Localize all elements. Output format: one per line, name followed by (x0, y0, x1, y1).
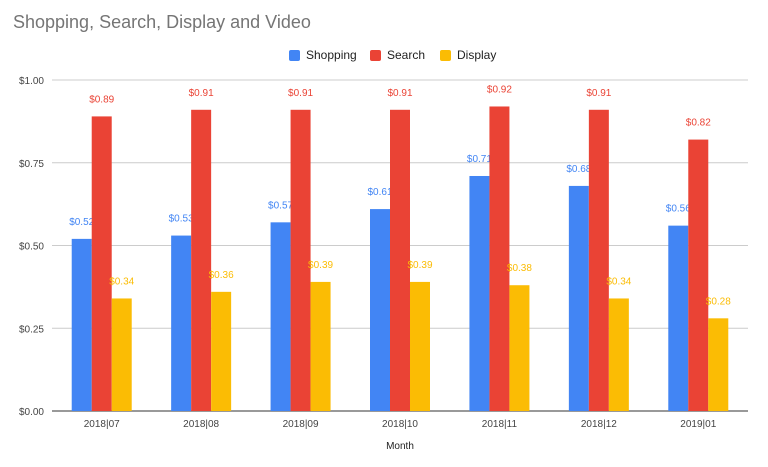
legend-swatch-display (440, 49, 451, 61)
x-axis-title: Month (386, 441, 414, 452)
bar-display (608, 298, 629, 411)
bar-shopping (568, 185, 589, 411)
bar-search (191, 109, 212, 411)
bar-shopping (71, 238, 92, 411)
bar-display (310, 281, 331, 411)
bar-display (211, 291, 232, 411)
bar-shopping (469, 175, 490, 411)
legend-label-search: Search (387, 48, 426, 62)
legend-swatch-shopping (289, 49, 300, 61)
legend-swatch-search (370, 49, 381, 61)
data-label-display: $0.39 (308, 260, 333, 271)
y-tick-label: $0.25 (19, 324, 44, 335)
data-label-display: $0.36 (209, 270, 234, 281)
data-label-display: $0.38 (507, 263, 532, 274)
data-label-search: $0.91 (189, 88, 214, 99)
data-label-display: $0.28 (706, 296, 731, 307)
data-label-search: $0.82 (686, 118, 711, 129)
data-label-shopping: $0.71 (467, 154, 492, 165)
x-tick-label: 2018|08 (183, 419, 219, 430)
legend-item-shopping[interactable]: Shopping (289, 46, 357, 64)
bar-display (410, 281, 430, 411)
bar-display (708, 318, 729, 411)
x-tick-label: 2019|01 (680, 419, 716, 430)
x-tick-label: 2018|09 (283, 419, 319, 430)
x-tick-label: 2018|10 (382, 419, 418, 430)
bar-shopping (370, 209, 390, 411)
data-label-display: $0.34 (606, 276, 631, 287)
bar-display (509, 285, 530, 411)
x-tick-label: 2018|11 (482, 419, 518, 430)
bar-search (91, 116, 112, 411)
bar-display (111, 298, 132, 411)
data-label-display: $0.34 (109, 276, 134, 287)
data-label-shopping: $0.68 (566, 164, 591, 175)
bar-search (290, 109, 311, 411)
bar-shopping (668, 225, 689, 411)
data-label-search: $0.89 (89, 94, 114, 105)
bar-search (390, 109, 410, 411)
data-label-display: $0.39 (407, 260, 432, 271)
data-label-shopping: $0.52 (69, 217, 94, 228)
legend-label-shopping: Shopping (306, 48, 357, 62)
x-tick-label: 2018|07 (84, 419, 120, 430)
data-label-shopping: $0.57 (268, 200, 293, 211)
y-tick-label: $1.00 (19, 76, 44, 87)
data-label-shopping: $0.61 (367, 187, 392, 198)
legend-label-display: Display (457, 48, 497, 62)
data-label-shopping: $0.53 (169, 214, 194, 225)
chart-title: Shopping, Search, Display and Video (13, 12, 311, 32)
legend-item-search[interactable]: Search (370, 46, 425, 64)
y-tick-label: $0.75 (19, 159, 44, 170)
data-label-search: $0.91 (387, 88, 412, 99)
legend: Shopping Search Display (0, 46, 768, 64)
bar-search (588, 109, 609, 411)
bar-shopping (270, 222, 291, 411)
data-label-search: $0.91 (586, 88, 611, 99)
legend-item-display[interactable]: Display (440, 46, 496, 64)
y-tick-label: $0.00 (19, 407, 44, 418)
data-label-shopping: $0.56 (666, 204, 691, 215)
bar-search (489, 106, 510, 411)
data-label-search: $0.91 (288, 88, 313, 99)
y-tick-label: $0.50 (19, 242, 44, 253)
bar-shopping (171, 235, 192, 411)
bar-search (688, 139, 709, 411)
x-tick-label: 2018|12 (581, 419, 617, 430)
data-label-search: $0.92 (487, 84, 512, 95)
